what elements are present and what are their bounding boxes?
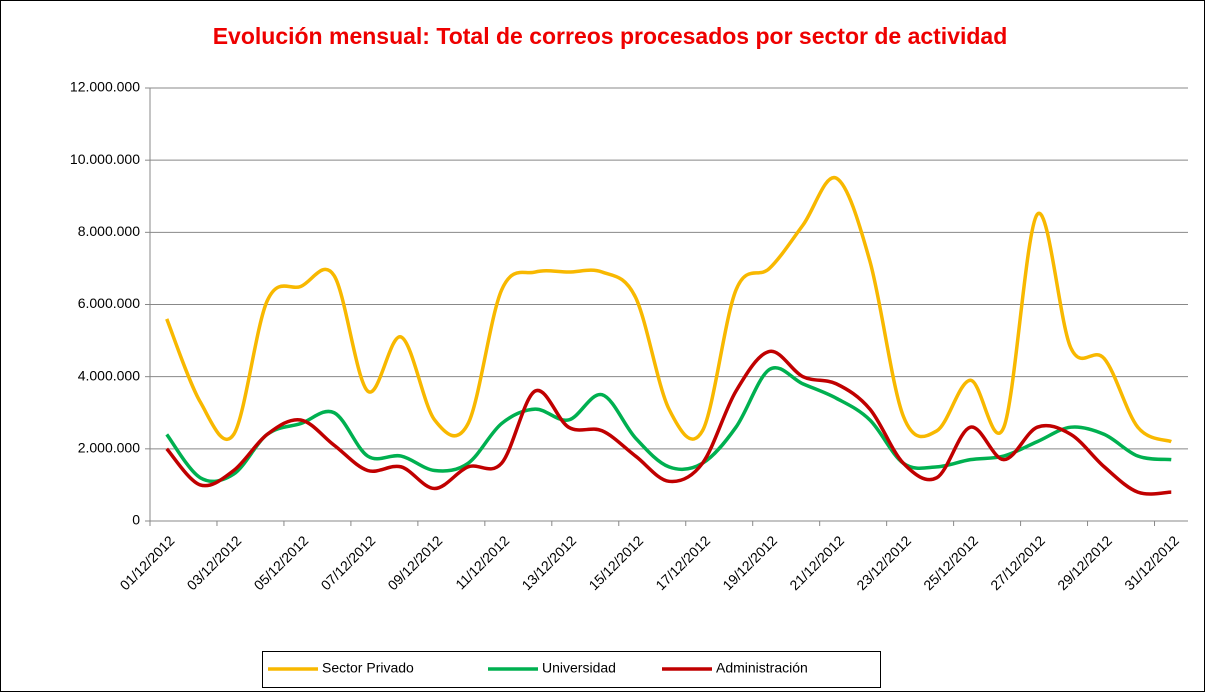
- chart-title: Evolución mensual: Total de correos proc…: [213, 23, 1008, 49]
- legend-label: Sector Privado: [322, 660, 414, 676]
- y-tick-label: 10.000.000: [70, 151, 140, 167]
- y-tick-label: 8.000.000: [78, 223, 140, 239]
- y-tick-label: 12.000.000: [70, 79, 140, 95]
- y-tick-label: 0: [132, 512, 140, 528]
- legend: [262, 651, 881, 688]
- legend-label: Administración: [716, 660, 808, 676]
- y-tick-label: 2.000.000: [78, 440, 140, 456]
- y-tick-label: 4.000.000: [78, 367, 140, 383]
- legend-label: Universidad: [542, 660, 616, 676]
- series-line: [165, 349, 1172, 496]
- series-line: [165, 366, 1172, 484]
- y-tick-label: 6.000.000: [78, 295, 140, 311]
- series-line: [165, 175, 1172, 444]
